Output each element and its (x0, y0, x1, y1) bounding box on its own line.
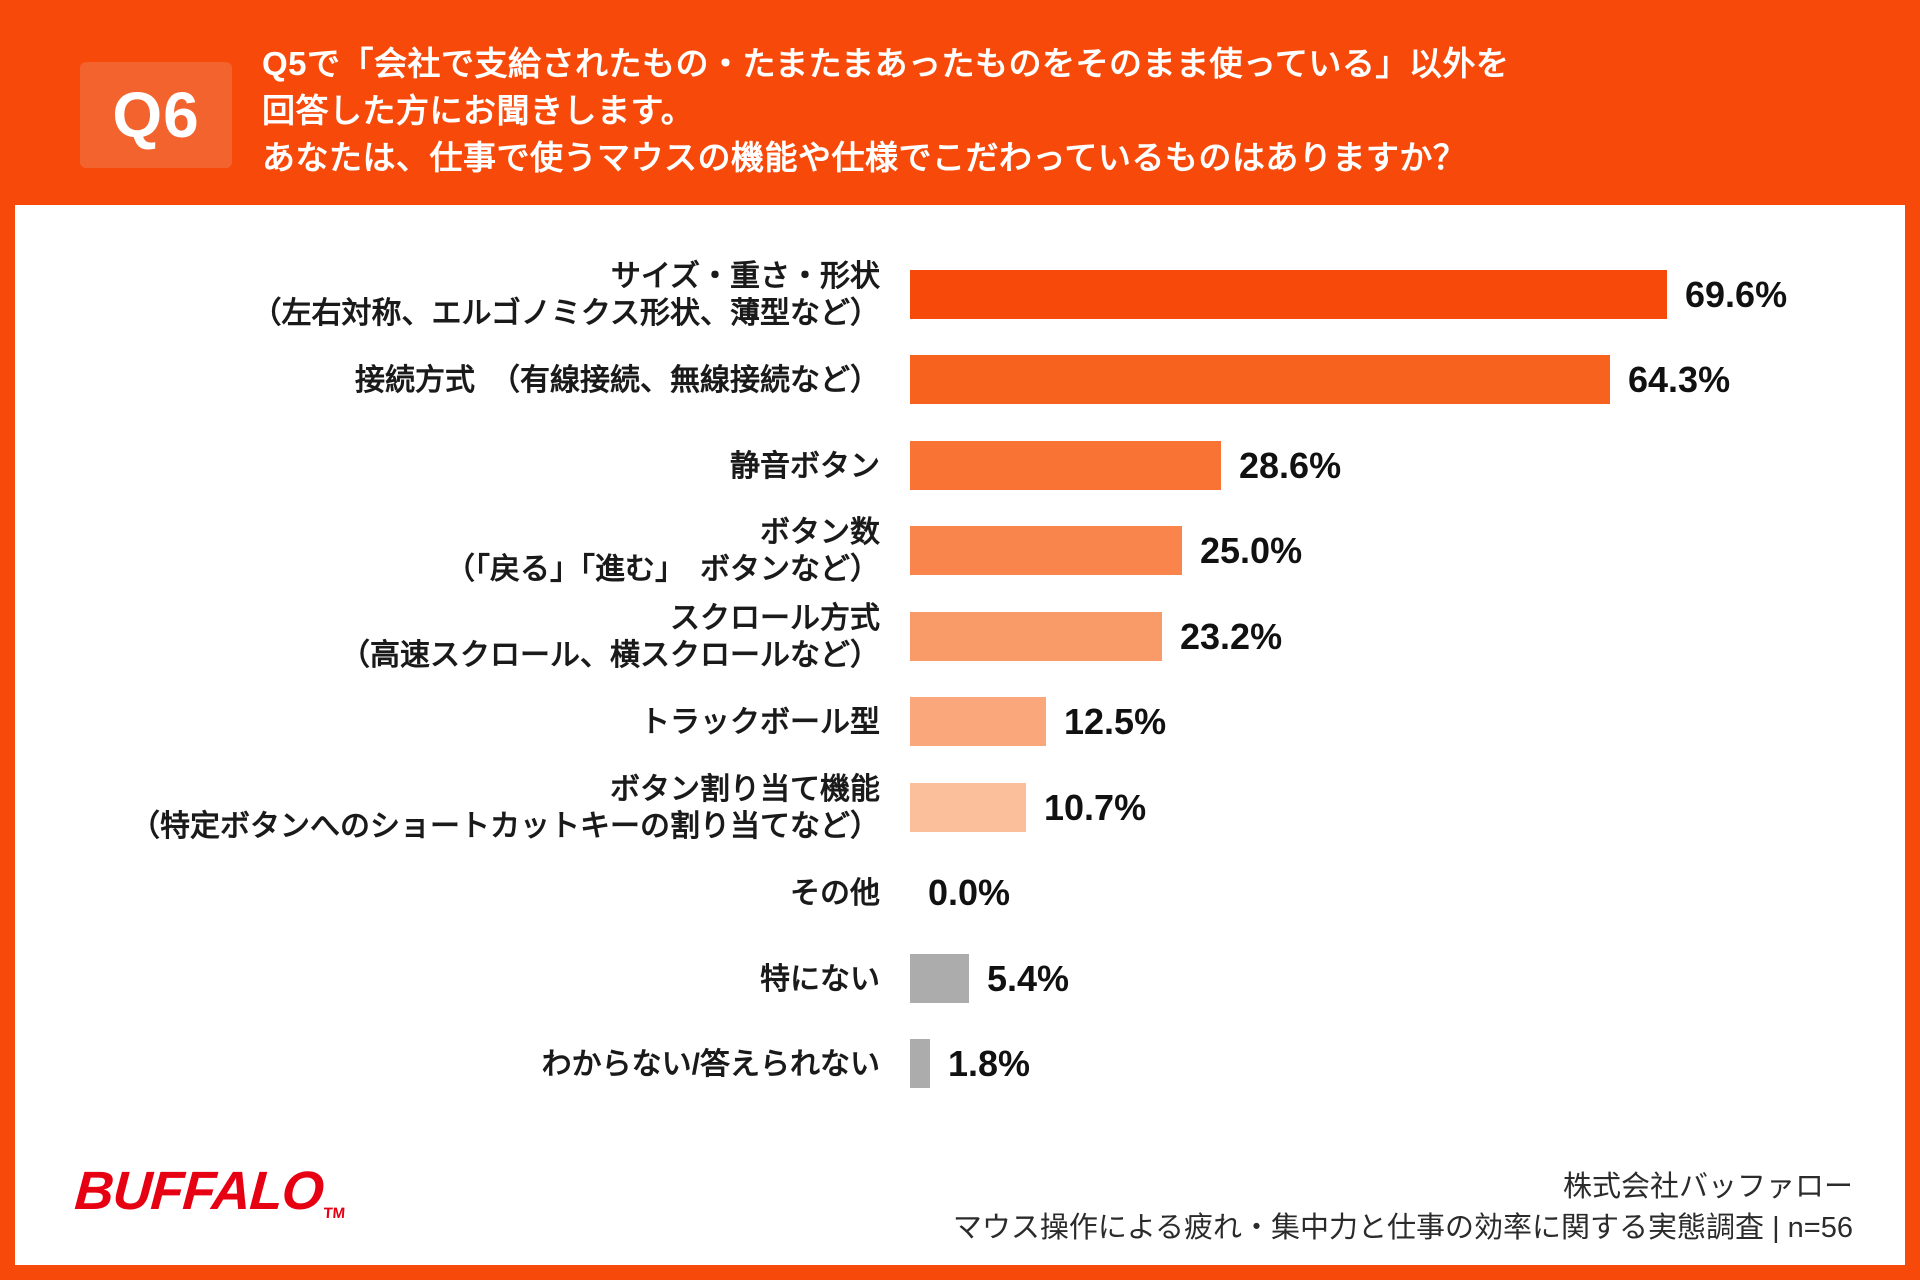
value-bar (910, 355, 1610, 404)
value-bar (910, 441, 1221, 490)
value-bar (910, 270, 1667, 319)
category-label-line: サイズ・重さ・形状 (610, 260, 880, 293)
category-label-line: 接続方式 （有線接続、無線接続など） (355, 363, 880, 397)
category-label-line: （左右対称、エルゴノミクス形状、薄型など） (251, 297, 881, 330)
category-label: 静音ボタン (55, 423, 880, 509)
question-badge: Q6 (80, 62, 232, 168)
value-bar (910, 526, 1182, 575)
question-title-line-2: 回答した方にお聞きします。 (262, 92, 695, 129)
category-label: 特にない (55, 936, 880, 1022)
chart-row: わからない/答えられない 1.8% (15, 1021, 1905, 1107)
category-label: ボタン数 （「戻る」「進む」 ボタンなど） (55, 508, 880, 594)
category-label-line: スクロール方式 (670, 602, 880, 635)
category-label: トラックボール型 (55, 679, 880, 765)
chart-row: ボタン割り当て機能 （特定ボタンへのショートカットキーの割り当てなど） 10.7% (15, 765, 1905, 851)
category-label-line: ボタン数 (760, 516, 880, 549)
category-label: ボタン割り当て機能 （特定ボタンへのショートカットキーの割り当てなど） (55, 765, 880, 851)
chart-row: ボタン数 （「戻る」「進む」 ボタンなど） 25.0% (15, 508, 1905, 594)
source-text: 株式会社バッファロー マウス操作による疲れ・集中力と仕事の効率に関する実態調査 … (953, 1167, 1853, 1249)
chart-row: サイズ・重さ・形状 （左右対称、エルゴノミクス形状、薄型など） 69.6% (15, 252, 1905, 338)
question-badge-label: Q6 (112, 79, 200, 151)
category-label: わからない/答えられない (55, 1021, 880, 1107)
category-label-line: その他 (790, 876, 880, 910)
category-label-line: 静音ボタン (730, 449, 880, 483)
value-label: 10.7% (1044, 787, 1147, 828)
category-label-line: （特定ボタンへのショートカットキーの割り当てなど） (130, 810, 880, 843)
question-title-line-1: Q5で「会社で支給されたもの・たまたまあったものをそのまま使っている」以外を (262, 45, 1510, 82)
value-label: 25.0% (1200, 530, 1303, 571)
value-bar (910, 954, 969, 1003)
chart-row: 特にない 5.4% (15, 936, 1905, 1022)
value-bar (910, 612, 1162, 661)
question-title: Q5で「会社で支給されたもの・たまたまあったものをそのまま使っている」以外を 回… (262, 40, 1509, 181)
category-label-line: （「戻る」「進む」 ボタンなど） (445, 553, 880, 586)
buffalo-logo: BUFFALOTM (73, 1160, 349, 1222)
question-title-line-3: あなたは、仕事で使うマウスの機能や仕様でこだわっているものはありますか？ (262, 139, 1467, 176)
category-label-line: 特にない (760, 962, 880, 996)
value-label: 64.3% (1628, 359, 1731, 400)
category-label-line: わからない/答えられない (541, 1047, 880, 1081)
chart-row: 静音ボタン 28.6% (15, 423, 1905, 509)
category-label: スクロール方式 （高速スクロール、横スクロールなど） (55, 594, 880, 680)
buffalo-logo-text: BUFFALO (72, 1161, 326, 1221)
value-label: 1.8% (948, 1043, 1031, 1084)
chart-row: スクロール方式 （高速スクロール、横スクロールなど） 23.2% (15, 594, 1905, 680)
trademark-mark: TM (322, 1205, 346, 1222)
category-label-line: ボタン割り当て機能 (610, 773, 880, 806)
value-label: 28.6% (1239, 445, 1342, 486)
value-label: 5.4% (987, 958, 1070, 999)
category-label: 接続方式 （有線接続、無線接続など） (55, 337, 880, 423)
header: Q6 Q5で「会社で支給されたもの・たまたまあったものをそのまま使っている」以外… (0, 0, 1920, 205)
chart-panel: サイズ・重さ・形状 （左右対称、エルゴノミクス形状、薄型など） 69.6% 接続方式 … (15, 205, 1905, 1265)
source-survey: マウス操作による疲れ・集中力と仕事の効率に関する実態調査 | n=56 (952, 1212, 1853, 1244)
category-label-line: トラックボール型 (640, 705, 880, 739)
value-bar (910, 783, 1026, 832)
value-label: 23.2% (1180, 616, 1283, 657)
category-label: その他 (55, 850, 880, 936)
chart-row: トラックボール型 12.5% (15, 679, 1905, 765)
source-company: 株式会社バッファロー (1562, 1171, 1853, 1203)
value-bar (910, 1039, 930, 1088)
category-label-line: （高速スクロール、横スクロールなど） (340, 639, 880, 672)
value-bar (910, 697, 1046, 746)
value-label: 12.5% (1064, 701, 1167, 742)
value-label: 0.0% (928, 872, 1011, 913)
value-label: 69.6% (1685, 274, 1788, 315)
chart-row: 接続方式 （有線接続、無線接続など） 64.3% (15, 337, 1905, 423)
chart-row: その他 0.0% (15, 850, 1905, 936)
category-label: サイズ・重さ・形状 （左右対称、エルゴノミクス形状、薄型など） (55, 252, 881, 338)
